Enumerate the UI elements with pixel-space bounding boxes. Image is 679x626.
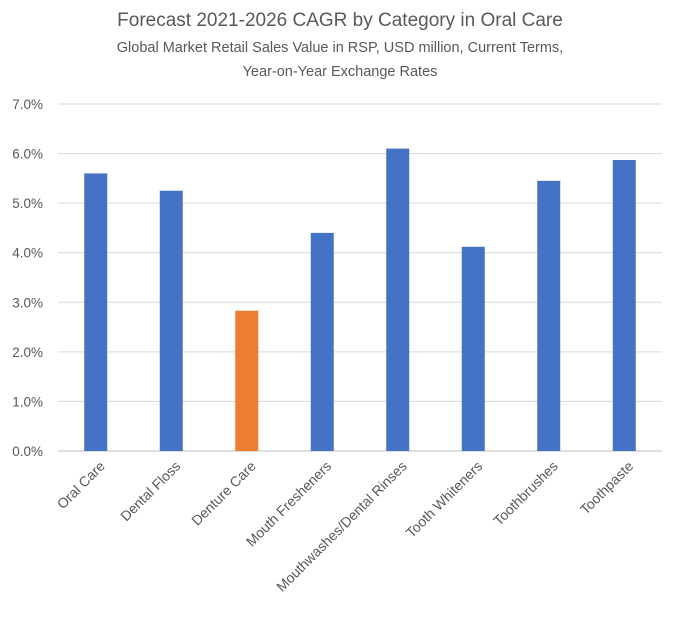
x-tick-label: Denture Care (188, 458, 259, 529)
y-tick-label: 3.0% (12, 295, 43, 310)
x-tick-label: Dental Floss (117, 458, 183, 524)
bar (310, 232, 334, 451)
x-tick-label: Toothpaste (577, 458, 637, 518)
gridlines (58, 103, 662, 452)
bar (235, 310, 259, 451)
x-tick-label: Tooth Whiteners (403, 458, 486, 541)
bars (84, 148, 636, 452)
chart-subtitle-line-2: Year-on-Year Exchange Rates (243, 64, 438, 80)
y-tick-label: 0.0% (12, 444, 43, 459)
chart-title: Forecast 2021-2026 CAGR by Category in O… (117, 10, 563, 31)
y-tick-label: 7.0% (12, 97, 43, 112)
x-tick-label: Toothbrushes (490, 458, 561, 529)
bar (537, 180, 561, 452)
y-tick-label: 6.0% (12, 147, 43, 162)
x-tick-label: Mouthwashes/Dental Rinses (273, 458, 410, 595)
bar (461, 246, 485, 451)
y-tick-label: 2.0% (12, 345, 43, 360)
bar (159, 190, 183, 451)
y-tick-label: 4.0% (12, 246, 43, 261)
x-tick-label: Oral Care (54, 458, 108, 512)
bar (612, 160, 636, 451)
chart-subtitle-line-1: Global Market Retail Sales Value in RSP,… (117, 40, 563, 56)
bar (386, 148, 410, 451)
bar (84, 173, 108, 451)
y-tick-label: 5.0% (12, 196, 43, 211)
y-axis-tick-labels: 0.0% 1.0% 2.0% 3.0% 4.0% 5.0% 6.0% 7.0% (12, 97, 43, 459)
y-tick-label: 1.0% (12, 394, 43, 409)
